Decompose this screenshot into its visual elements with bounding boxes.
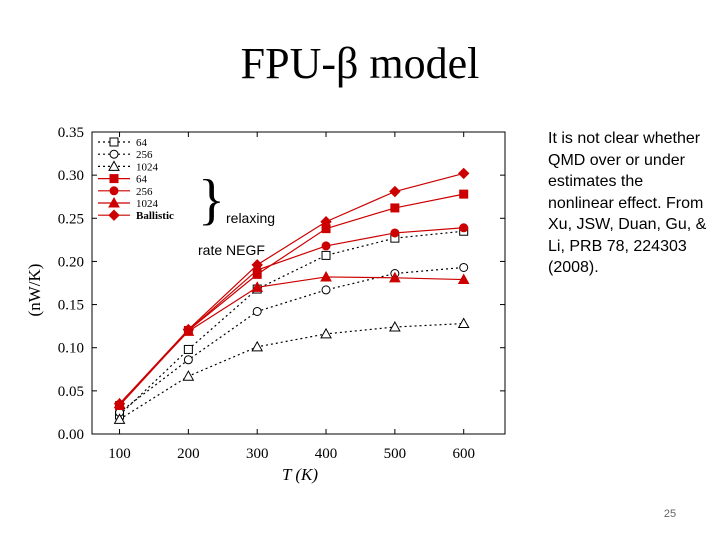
series-line bbox=[119, 172, 464, 405]
data-point bbox=[457, 273, 470, 285]
legend-label: 256 bbox=[136, 149, 153, 161]
data-point bbox=[251, 259, 263, 271]
y-tick-label: 0.30 bbox=[58, 168, 84, 184]
data-point bbox=[183, 355, 193, 365]
series-line bbox=[119, 230, 464, 416]
x-tick-label: 600 bbox=[452, 446, 475, 462]
legend-label: 256 bbox=[136, 186, 153, 198]
legend-marker bbox=[108, 209, 120, 221]
data-point bbox=[113, 398, 126, 410]
data-point bbox=[320, 216, 332, 228]
data-point bbox=[459, 223, 469, 233]
series-line bbox=[119, 322, 464, 420]
legend-label: 64 bbox=[136, 174, 148, 186]
y-tick-label: 0.35 bbox=[58, 125, 84, 141]
legend-label: Ballistic bbox=[136, 210, 174, 222]
series-line bbox=[119, 276, 464, 405]
legend-marker bbox=[108, 160, 120, 171]
series-line bbox=[119, 266, 464, 413]
data-point bbox=[389, 320, 401, 332]
data-point bbox=[390, 203, 400, 213]
legend-marker bbox=[109, 149, 119, 159]
series-line bbox=[119, 227, 464, 406]
data-point bbox=[320, 270, 332, 282]
y-tick-label: 0.00 bbox=[58, 427, 84, 443]
data-point bbox=[457, 317, 470, 329]
data-point bbox=[113, 413, 126, 424]
legend-marker bbox=[109, 174, 119, 184]
x-tick-label: 400 bbox=[315, 446, 338, 462]
data-point bbox=[251, 281, 264, 292]
x-axis-label: T (K) bbox=[282, 465, 318, 484]
data-point bbox=[389, 271, 401, 283]
legend-label: 1024 bbox=[136, 198, 159, 210]
legend-marker bbox=[109, 137, 119, 147]
plot-frame bbox=[91, 131, 506, 435]
slide-title: FPU-β model bbox=[240, 39, 480, 88]
x-axis: 100 200 300 400 500 600 bbox=[108, 132, 475, 462]
legend-label: 1024 bbox=[136, 161, 159, 173]
side-note: It is not clear whether QMD over or unde… bbox=[548, 130, 707, 276]
data-point bbox=[390, 228, 400, 238]
series-line bbox=[119, 193, 464, 406]
series-3 bbox=[115, 189, 469, 411]
data-point bbox=[389, 185, 401, 198]
y-tick-label: 0.20 bbox=[58, 254, 84, 270]
y-tick-label: 0.05 bbox=[58, 384, 84, 400]
data-point bbox=[459, 262, 469, 272]
legend-marker bbox=[108, 196, 120, 208]
series-6 bbox=[113, 167, 470, 410]
y-axis: 0.00 0.05 0.10 0.15 0.20 0.25 0.30 0.35 bbox=[58, 125, 505, 443]
data-point bbox=[182, 323, 195, 336]
data-point bbox=[183, 344, 193, 354]
x-tick-label: 100 bbox=[108, 446, 131, 462]
annotation-relaxing: relaxing bbox=[226, 210, 276, 226]
y-axis-label: (nW/K) bbox=[25, 264, 44, 317]
data-point bbox=[321, 285, 331, 295]
annotation-rate-negf: rate NEGF bbox=[198, 242, 265, 258]
x-tick-label: 200 bbox=[177, 446, 200, 462]
x-tick-label: 500 bbox=[384, 446, 407, 462]
data-point bbox=[182, 370, 195, 381]
series-2 bbox=[113, 317, 470, 424]
data-point bbox=[251, 340, 264, 352]
y-tick-label: 0.25 bbox=[58, 211, 84, 227]
legend-marker bbox=[109, 186, 119, 196]
data-point bbox=[321, 241, 331, 251]
y-tick-label: 0.10 bbox=[58, 341, 84, 357]
legend-label: 64 bbox=[136, 137, 148, 149]
data-point bbox=[252, 306, 262, 316]
data-point bbox=[320, 327, 332, 339]
data-point bbox=[459, 189, 469, 199]
series-0 bbox=[115, 226, 469, 420]
series-layer bbox=[113, 167, 470, 424]
y-tick-label: 0.15 bbox=[58, 298, 84, 314]
x-tick-label: 300 bbox=[246, 446, 269, 462]
annotation-brace: } bbox=[198, 169, 225, 231]
data-point bbox=[457, 167, 470, 180]
series-1 bbox=[115, 262, 469, 417]
slide-number: 25 bbox=[663, 508, 677, 520]
data-point bbox=[321, 250, 331, 260]
